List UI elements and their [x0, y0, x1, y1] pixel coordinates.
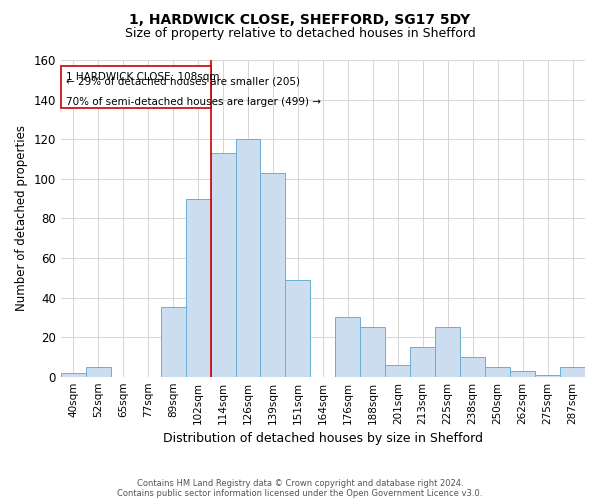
Text: 1 HARDWICK CLOSE: 108sqm: 1 HARDWICK CLOSE: 108sqm	[66, 72, 219, 82]
Bar	[236, 139, 260, 376]
Bar	[86, 367, 111, 376]
Bar	[61, 66, 211, 108]
Text: ← 29% of detached houses are smaller (205): ← 29% of detached houses are smaller (20…	[66, 77, 300, 87]
Bar	[211, 153, 236, 376]
Bar	[510, 370, 535, 376]
Bar	[435, 327, 460, 376]
Bar	[286, 280, 310, 376]
Bar	[460, 357, 485, 376]
Bar	[385, 365, 410, 376]
Text: Size of property relative to detached houses in Shefford: Size of property relative to detached ho…	[125, 28, 475, 40]
Bar	[61, 372, 86, 376]
Bar	[260, 173, 286, 376]
Bar	[361, 327, 385, 376]
Bar	[535, 374, 560, 376]
Text: 1, HARDWICK CLOSE, SHEFFORD, SG17 5DY: 1, HARDWICK CLOSE, SHEFFORD, SG17 5DY	[130, 12, 470, 26]
Bar	[185, 198, 211, 376]
Bar	[485, 367, 510, 376]
Text: Contains public sector information licensed under the Open Government Licence v3: Contains public sector information licen…	[118, 488, 482, 498]
Bar	[335, 318, 361, 376]
Y-axis label: Number of detached properties: Number of detached properties	[15, 126, 28, 312]
Text: Contains HM Land Registry data © Crown copyright and database right 2024.: Contains HM Land Registry data © Crown c…	[137, 478, 463, 488]
Text: 70% of semi-detached houses are larger (499) →: 70% of semi-detached houses are larger (…	[66, 96, 321, 106]
Bar	[410, 347, 435, 376]
Bar	[560, 367, 585, 376]
X-axis label: Distribution of detached houses by size in Shefford: Distribution of detached houses by size …	[163, 432, 483, 445]
Bar	[161, 308, 185, 376]
